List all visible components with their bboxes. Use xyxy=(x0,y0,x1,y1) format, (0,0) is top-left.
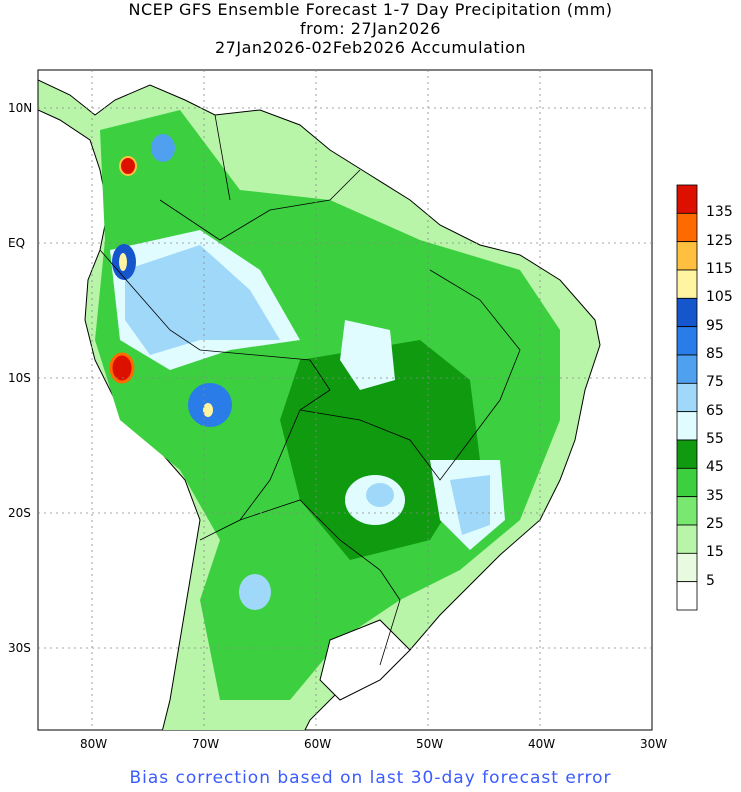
lat-label: 30S xyxy=(8,641,31,655)
colorbar-label: 55 xyxy=(706,431,724,447)
colorbar-label: 65 xyxy=(706,402,724,419)
colorbar-label: 85 xyxy=(706,346,724,362)
colorbar-swatch xyxy=(676,496,698,526)
lon-label: 30W xyxy=(640,737,667,751)
colorbar-label: 15 xyxy=(706,544,724,561)
map-title: NCEP GFS Ensemble Forecast 1-7 Day Preci… xyxy=(128,0,613,19)
rain-cell-colombia xyxy=(119,156,137,176)
colorbar-label: 35 xyxy=(706,487,724,504)
colorbar xyxy=(676,184,698,611)
colorbar-label: 75 xyxy=(706,374,724,391)
lon-label: 80W xyxy=(80,737,107,751)
colorbar-swatch xyxy=(676,297,698,328)
rain-cell-peru xyxy=(109,352,135,384)
bias-correction-note: Bias correction based on last 30-day for… xyxy=(129,768,612,788)
rain-area-heavy xyxy=(280,340,480,560)
colorbar-label: 95 xyxy=(706,317,724,334)
map-subtitle-date: from: 27Jan2026 xyxy=(300,19,441,38)
lat-label: 10S xyxy=(8,371,31,385)
colorbar-swatch xyxy=(676,581,698,611)
rain-cell-bolivia-core xyxy=(203,403,213,417)
lon-label: 40W xyxy=(528,737,555,751)
rain-area-se-core xyxy=(450,475,490,535)
colorbar-swatch xyxy=(676,241,698,271)
rain-area-mato-grosso-core xyxy=(366,483,394,507)
colorbar-swatch xyxy=(676,326,698,356)
rain-area-central xyxy=(340,320,395,390)
colorbar-label: 115 xyxy=(706,261,733,277)
map-subtitle-period: 27Jan2026-02Feb2026 Accumulation xyxy=(214,38,527,57)
lat-label: EQ xyxy=(8,236,25,250)
rain-cell-ecuador-core xyxy=(119,253,127,271)
colorbar-swatch xyxy=(676,269,698,299)
lon-label: 60W xyxy=(304,737,331,751)
colorbar-swatch xyxy=(676,354,698,384)
lat-label: 10N xyxy=(8,101,32,115)
colorbar-swatch xyxy=(676,411,698,441)
colorbar-label: 25 xyxy=(706,516,724,532)
colorbar-swatch xyxy=(676,212,698,243)
rain-cell-colombia-east xyxy=(151,134,175,162)
colorbar-label: 135 xyxy=(706,204,733,221)
lat-label: 20S xyxy=(8,506,31,520)
rain-cell-argentina xyxy=(239,574,271,610)
colorbar-label: 105 xyxy=(706,289,733,306)
longitude-labels: 80W 70W 60W 50W 40W 30W xyxy=(80,737,667,751)
colorbar-swatch xyxy=(676,382,698,413)
colorbar-label: 5 xyxy=(706,572,715,589)
colorbar-swatch xyxy=(676,524,698,554)
latitude-labels: 10N EQ 10S 20S 30S xyxy=(8,101,32,655)
lon-label: 70W xyxy=(192,737,219,751)
colorbar-swatch xyxy=(676,439,698,469)
colorbar-label: 45 xyxy=(706,459,724,476)
country-borders xyxy=(99,114,521,666)
graticule xyxy=(38,70,652,730)
lon-label: 50W xyxy=(416,737,443,751)
colorbar-label: 125 xyxy=(706,232,733,249)
rain-area-65 xyxy=(125,245,280,355)
colorbar-swatch xyxy=(676,552,698,583)
colorbar-swatch xyxy=(676,467,698,498)
colorbar-swatch xyxy=(676,184,698,214)
